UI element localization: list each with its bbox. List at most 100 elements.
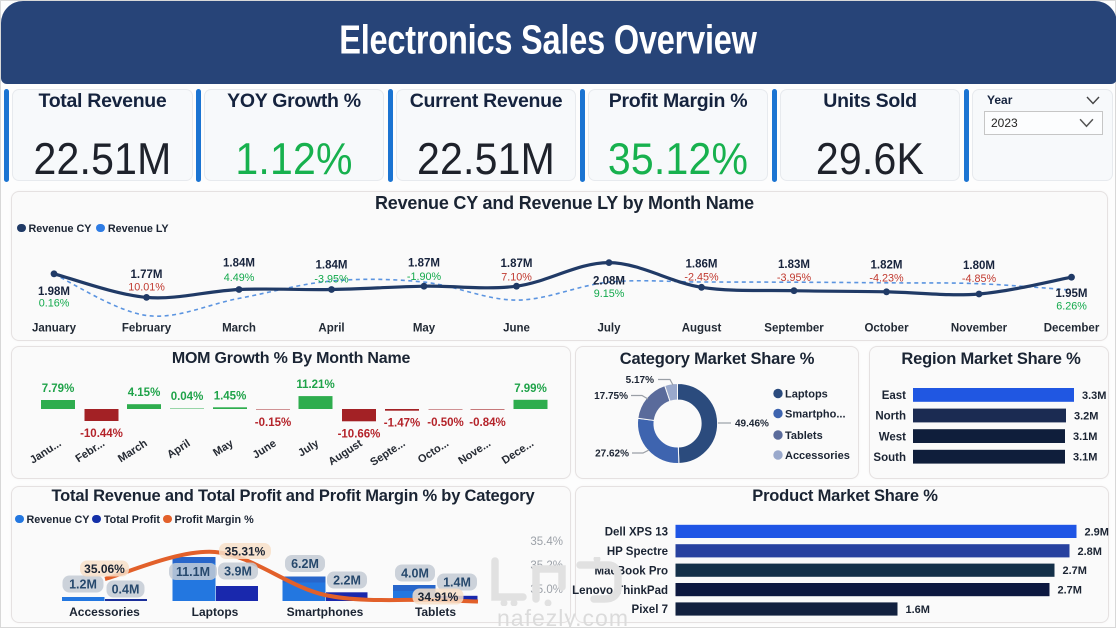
svg-text:35.06%: 35.06% <box>84 562 125 576</box>
svg-text:3.9M: 3.9M <box>224 565 252 579</box>
svg-text:December: December <box>1044 323 1100 335</box>
svg-text:Nove...: Nove... <box>456 437 493 467</box>
svg-text:May: May <box>413 323 436 335</box>
svg-text:September: September <box>764 323 824 335</box>
svg-text:6.2M: 6.2M <box>291 557 319 571</box>
svg-text:5.17%: 5.17% <box>626 375 654 386</box>
svg-text:2.9M: 2.9M <box>1085 526 1109 538</box>
svg-text:Accessories: Accessories <box>785 450 850 462</box>
svg-text:1.2M: 1.2M <box>69 578 97 592</box>
svg-text:North: North <box>875 411 906 423</box>
svg-text:West: West <box>879 431 906 443</box>
svg-text:Laptops: Laptops <box>785 389 828 401</box>
svg-text:17.75%: 17.75% <box>594 391 628 402</box>
svg-text:February: February <box>122 323 172 335</box>
svg-text:27.62%: 27.62% <box>595 449 629 460</box>
svg-text:January: January <box>32 323 77 335</box>
svg-text:Febr...: Febr... <box>73 437 107 465</box>
svg-text:-0.50%: -0.50% <box>427 417 463 429</box>
svg-text:April: April <box>318 323 344 335</box>
svg-text:Septe...: Septe... <box>368 437 407 468</box>
svg-text:-3.95%: -3.95% <box>314 274 349 286</box>
svg-text:May: May <box>211 437 236 459</box>
svg-text:-0.15%: -0.15% <box>255 417 291 429</box>
svg-text:November: November <box>951 323 1008 335</box>
svg-text:Accessories: Accessories <box>69 605 140 619</box>
svg-text:-4.85%: -4.85% <box>962 273 997 285</box>
svg-text:-1.90%: -1.90% <box>407 271 442 283</box>
svg-text:34.91%: 34.91% <box>418 590 459 604</box>
svg-text:-0.84%: -0.84% <box>469 417 505 429</box>
svg-text:June: June <box>251 437 279 461</box>
svg-text:35.31%: 35.31% <box>225 545 266 559</box>
svg-text:0.04%: 0.04% <box>171 391 204 403</box>
svg-text:0.4M: 0.4M <box>112 583 140 597</box>
svg-text:-4.23%: -4.23% <box>869 273 904 285</box>
svg-text:March: March <box>116 437 150 465</box>
svg-text:Janu...: Janu... <box>28 437 64 466</box>
svg-text:1.84M: 1.84M <box>223 258 255 270</box>
svg-text:Tablets: Tablets <box>785 430 823 442</box>
svg-text:1.77M: 1.77M <box>131 269 163 281</box>
svg-text:1.87M: 1.87M <box>501 258 533 270</box>
svg-text:April: April <box>165 437 193 461</box>
svg-text:35.4%: 35.4% <box>530 536 563 548</box>
svg-text:3.1M: 3.1M <box>1073 431 1097 443</box>
svg-text:Laptops: Laptops <box>192 605 239 619</box>
svg-text:49.46%: 49.46% <box>735 419 769 430</box>
svg-text:4.15%: 4.15% <box>128 387 161 399</box>
svg-text:0.16%: 0.16% <box>39 298 70 310</box>
svg-text:2.7M: 2.7M <box>1063 565 1087 577</box>
svg-text:1.6M: 1.6M <box>906 604 930 616</box>
svg-text:June: June <box>503 323 530 335</box>
svg-text:1.83M: 1.83M <box>778 259 810 271</box>
svg-text:10.01%: 10.01% <box>128 282 165 294</box>
svg-text:3.1M: 3.1M <box>1073 452 1097 464</box>
svg-text:6.26%: 6.26% <box>1056 301 1087 313</box>
svg-text:1.4M: 1.4M <box>443 576 471 590</box>
svg-text:Pixel 7: Pixel 7 <box>632 604 668 616</box>
svg-text:March: March <box>222 323 256 335</box>
svg-text:2.8M: 2.8M <box>1078 546 1102 558</box>
svg-text:2.08M: 2.08M <box>593 276 625 288</box>
svg-text:Smartphones: Smartphones <box>287 605 364 619</box>
svg-text:-10.44%: -10.44% <box>80 428 123 440</box>
svg-text:1.84M: 1.84M <box>316 260 348 272</box>
svg-text:1.80M: 1.80M <box>963 260 995 272</box>
svg-text:3.2M: 3.2M <box>1074 411 1098 423</box>
svg-text:-2.45%: -2.45% <box>684 272 719 284</box>
svg-text:August: August <box>682 323 722 335</box>
svg-text:HP Spectre: HP Spectre <box>607 546 668 558</box>
svg-text:4.0M: 4.0M <box>401 567 429 581</box>
svg-text:-1.47%: -1.47% <box>384 418 420 430</box>
svg-text:4.49%: 4.49% <box>224 272 255 284</box>
svg-text:Dece...: Dece... <box>500 437 536 466</box>
svg-text:October: October <box>864 323 909 335</box>
svg-text:3.3M: 3.3M <box>1082 390 1106 402</box>
svg-text:Octo...: Octo... <box>416 437 451 466</box>
svg-text:East: East <box>882 390 906 402</box>
svg-text:Smartpho...: Smartpho... <box>785 409 846 421</box>
svg-text:9.15%: 9.15% <box>594 288 625 300</box>
svg-text:1.98M: 1.98M <box>38 286 70 298</box>
svg-text:Dell XPS 13: Dell XPS 13 <box>605 527 668 539</box>
svg-text:-3.95%: -3.95% <box>777 272 812 284</box>
svg-text:July: July <box>597 323 621 335</box>
svg-text:1.95M: 1.95M <box>1056 288 1088 300</box>
svg-text:South: South <box>873 452 906 464</box>
svg-text:1.87M: 1.87M <box>408 258 440 270</box>
svg-text:7.79%: 7.79% <box>42 383 75 395</box>
svg-text:11.21%: 11.21% <box>296 379 334 391</box>
svg-text:1.45%: 1.45% <box>214 390 247 402</box>
svg-text:-10.66%: -10.66% <box>338 428 381 440</box>
svg-text:7.99%: 7.99% <box>514 383 547 395</box>
svg-text:7.10%: 7.10% <box>501 272 532 284</box>
svg-text:2.2M: 2.2M <box>333 574 361 588</box>
svg-text:2.7M: 2.7M <box>1058 585 1082 597</box>
svg-text:1.82M: 1.82M <box>871 260 903 272</box>
svg-text:11.1M: 11.1M <box>176 565 210 579</box>
svg-text:Tablets: Tablets <box>415 605 456 619</box>
svg-text:1.86M: 1.86M <box>686 259 718 271</box>
svg-text:July: July <box>296 437 322 460</box>
svg-text:August: August <box>326 437 365 468</box>
